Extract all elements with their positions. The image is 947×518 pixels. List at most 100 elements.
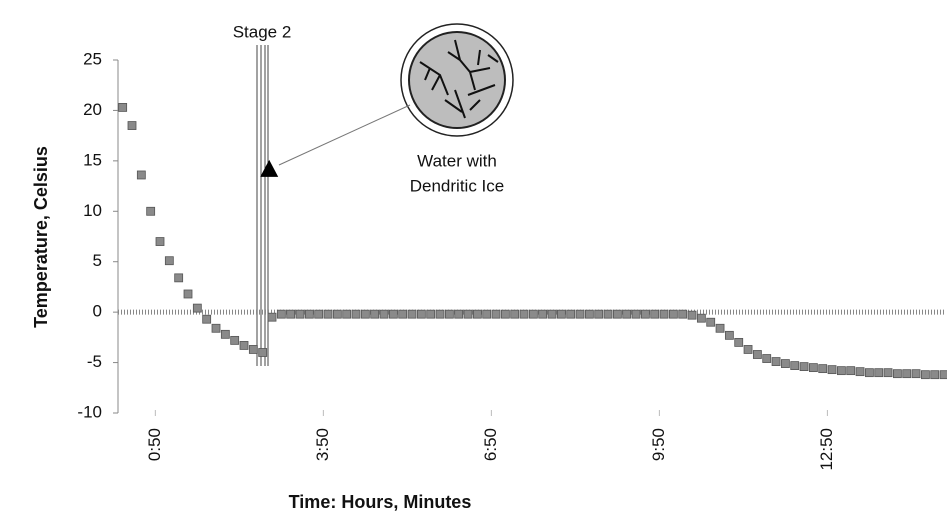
y-tick-label: 15 — [83, 150, 102, 169]
data-point — [500, 309, 510, 319]
data-point — [566, 309, 576, 319]
data-point — [304, 309, 314, 319]
data-point — [902, 369, 912, 379]
annotation-arrow — [278, 104, 411, 166]
data-point — [286, 309, 296, 319]
data-point — [715, 323, 725, 333]
data-point — [631, 309, 641, 319]
data-point — [836, 366, 846, 376]
y-tick-label: 20 — [83, 100, 102, 119]
data-point — [258, 348, 268, 357]
data-point — [771, 357, 781, 366]
ice-icon — [400, 23, 514, 137]
stage-lines — [256, 45, 269, 366]
data-point — [724, 330, 734, 340]
data-point — [136, 170, 146, 180]
data-point — [248, 345, 258, 354]
y-tick-label: -5 — [87, 352, 102, 371]
data-point — [575, 309, 585, 319]
data-point — [547, 309, 557, 319]
data-point — [752, 350, 762, 359]
x-tick-label: 0:50 — [145, 428, 164, 461]
data-point — [202, 314, 212, 324]
x-axis-title: Time: Hours, Minutes — [289, 492, 472, 512]
data-point — [920, 370, 930, 380]
data-point — [743, 345, 753, 354]
data-point — [183, 289, 193, 299]
data-point — [360, 309, 370, 319]
x-tick-label: 3:50 — [313, 428, 332, 461]
data-point — [118, 103, 128, 112]
data-point — [491, 309, 501, 319]
data-point — [426, 309, 436, 319]
data-point — [510, 309, 520, 319]
data-point — [323, 309, 333, 319]
data-point — [192, 303, 202, 313]
data-point — [911, 369, 921, 379]
data-point — [538, 309, 548, 319]
data-point — [883, 368, 893, 378]
data-point — [594, 309, 604, 319]
data-point — [706, 317, 716, 327]
data-point — [398, 309, 408, 319]
data-point — [687, 310, 697, 320]
data-point — [528, 309, 538, 319]
data-point — [220, 329, 230, 339]
icon-caption: Dendritic Ice — [410, 176, 504, 195]
x-tick-label: 9:50 — [649, 428, 668, 461]
data-point — [164, 256, 174, 266]
data-point — [818, 364, 828, 374]
data-point — [342, 309, 352, 319]
data-point — [808, 363, 818, 373]
data-point — [668, 309, 678, 319]
data-point — [799, 362, 809, 372]
data-point — [146, 206, 156, 216]
data-point — [603, 309, 613, 319]
data-point — [659, 309, 669, 319]
x-tick-label: 6:50 — [481, 428, 500, 461]
data-point — [939, 370, 947, 380]
data-point — [519, 309, 529, 319]
y-tick-label: 0 — [93, 302, 102, 321]
data-point — [678, 309, 688, 319]
data-point — [211, 323, 221, 333]
data-point — [267, 312, 277, 322]
data-point — [640, 309, 650, 319]
data-point — [696, 313, 706, 323]
data-point — [482, 309, 492, 319]
data-point — [435, 309, 445, 319]
data-point — [463, 309, 473, 319]
annotation-marker — [260, 159, 279, 177]
data-point — [827, 365, 837, 375]
data-point — [407, 309, 417, 319]
y-tick-label: 10 — [83, 201, 102, 220]
data-point — [295, 309, 305, 319]
data-point — [556, 309, 566, 319]
data-point — [444, 309, 454, 319]
data-point — [612, 309, 622, 319]
data-point — [864, 368, 874, 378]
data-point — [127, 121, 137, 130]
data-point — [239, 341, 249, 350]
data-point — [734, 337, 744, 347]
data-point — [454, 309, 464, 319]
data-point — [351, 309, 361, 319]
y-axis-title: Temperature, Celsius — [31, 146, 51, 328]
y-tick-label: 25 — [83, 49, 102, 68]
icon-caption: Water with — [417, 151, 497, 170]
stage-label: Stage 2 — [233, 22, 292, 41]
data-point — [379, 309, 389, 319]
data-point — [370, 309, 380, 319]
data-point — [472, 309, 482, 319]
data-point — [790, 361, 800, 370]
data-point — [762, 354, 772, 363]
data-point — [874, 368, 884, 378]
data-point — [846, 366, 856, 376]
data-point — [892, 369, 902, 379]
data-point — [388, 309, 398, 319]
data-point — [930, 370, 940, 380]
x-tick-label: 12:50 — [817, 428, 836, 471]
data-point — [780, 359, 790, 368]
data-point — [650, 309, 660, 319]
